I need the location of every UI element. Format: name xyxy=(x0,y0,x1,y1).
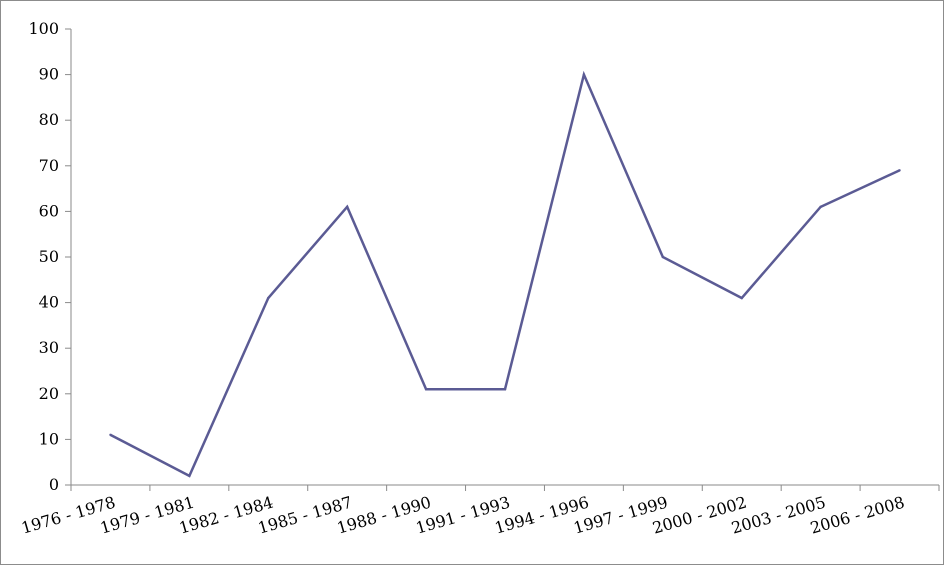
y-tick-label: 100 xyxy=(28,19,59,38)
y-tick-label: 30 xyxy=(39,338,59,357)
y-tick-label: 90 xyxy=(39,65,59,84)
data-point xyxy=(188,474,191,478)
series-line xyxy=(109,70,901,478)
data-point xyxy=(345,205,349,209)
y-tick-label: 60 xyxy=(39,201,59,220)
data-point xyxy=(740,296,743,300)
data-point xyxy=(424,388,428,391)
series-layer xyxy=(109,70,901,478)
y-tick-label: 80 xyxy=(39,110,59,129)
data-point xyxy=(109,433,112,437)
y-tick-label: 50 xyxy=(39,247,59,266)
data-point xyxy=(661,255,665,259)
data-point xyxy=(898,169,901,172)
data-point xyxy=(582,73,586,76)
data-point xyxy=(267,296,270,300)
y-tick-label: 70 xyxy=(39,156,59,175)
y-tick-label: 20 xyxy=(39,384,59,403)
y-tick-label: 40 xyxy=(39,293,59,312)
data-point xyxy=(819,205,822,209)
y-axis-ticks: 0 10 20 30 40 50 60 70 80 90 100 xyxy=(28,19,71,494)
data-point xyxy=(503,388,507,391)
y-tick-label: 10 xyxy=(39,429,59,448)
y-tick-label: 0 xyxy=(49,475,59,494)
